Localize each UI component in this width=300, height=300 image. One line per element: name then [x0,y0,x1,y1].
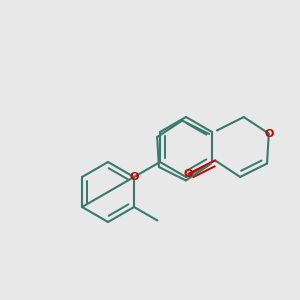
Text: O: O [264,129,274,139]
Text: O: O [184,169,193,179]
Text: O: O [129,172,139,182]
